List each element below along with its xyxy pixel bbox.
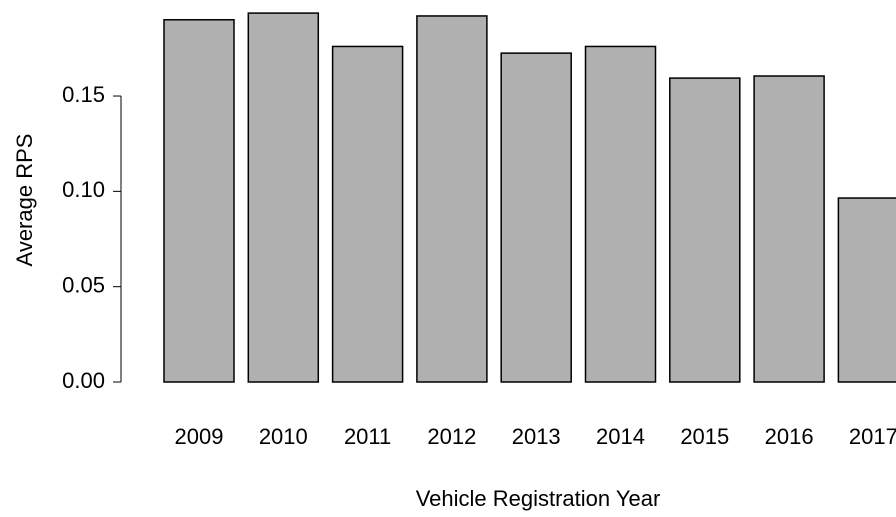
bar [669,77,741,383]
x-tick-label: 2013 [512,424,561,449]
y-tick-label: 0.15 [62,82,105,107]
x-tick-label: 2009 [175,424,224,449]
x-tick-label: 2017 [849,424,896,449]
y-tick-label: 0.10 [62,177,105,202]
bar [584,45,657,383]
x-tick-label: 2014 [596,424,645,449]
x-tick-label: 2016 [765,424,814,449]
x-tick-label: 2012 [427,424,476,449]
bar [247,12,320,383]
bar [753,75,825,383]
bar [416,15,488,383]
bar [163,19,235,383]
y-tick-label: 0.00 [62,368,105,393]
bar [331,45,404,383]
y-axis-title: Average RPS [12,134,37,267]
x-axis-title: Vehicle Registration Year [416,486,661,511]
bar [500,52,572,383]
bar [837,197,896,383]
x-tick-label: 2011 [344,424,391,449]
y-tick-label: 0.05 [62,272,105,297]
x-tick-label: 2010 [259,424,308,449]
x-tick-label: 2015 [680,424,729,449]
